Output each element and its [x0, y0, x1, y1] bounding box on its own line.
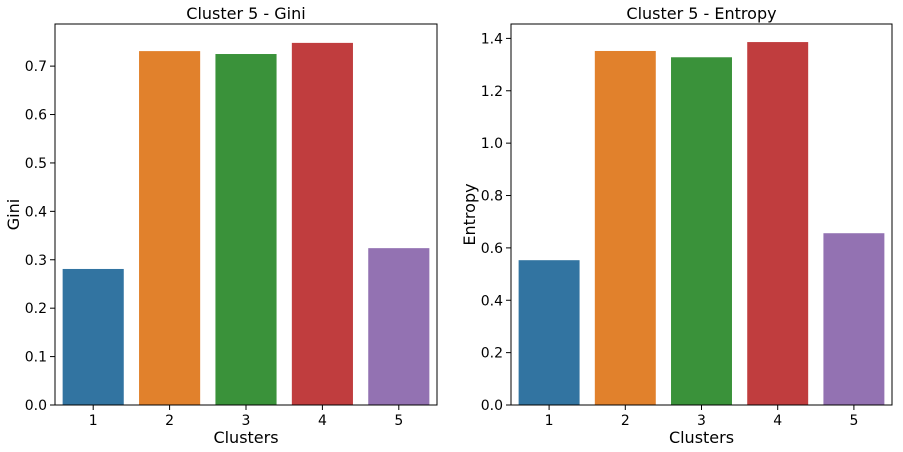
entropy-ytick-label: 0.6 — [481, 241, 503, 257]
gini-bar-4 — [291, 42, 353, 405]
gini-bar-3 — [215, 54, 277, 406]
entropy-xtick-label: 3 — [697, 413, 706, 429]
entropy-ytick-label: 0.8 — [481, 189, 503, 205]
entropy-xtick-label: 4 — [773, 413, 782, 429]
gini-xtick-label: 5 — [394, 413, 403, 429]
gini-chart: 0.0 0.1 0.2 0.3 0.4 0.5 0.6 0.7 1 2 3 4 5 Cluster 5 -… — [4, 4, 438, 447]
gini-ytick-label: 0.3 — [25, 253, 47, 269]
gini-ytick-label: 0.0 — [25, 398, 47, 414]
entropy-ytick-label: 1.0 — [481, 136, 503, 152]
entropy-chart: 0.0 0.2 0.4 0.6 0.8 1.0 1.2 1.4 1 2 3 4 5 Cluster 5 -… — [460, 4, 893, 447]
entropy-y-axis-label: Entropy — [460, 183, 479, 245]
entropy-ytick-label: 0.0 — [481, 398, 503, 414]
gini-xtick-label: 4 — [318, 413, 327, 429]
gini-bar-1 — [62, 268, 124, 405]
gini-bar-2 — [139, 51, 201, 406]
gini-ytick-label: 0.4 — [25, 204, 47, 220]
gini-ytick-label: 0.7 — [25, 59, 47, 75]
entropy-x-axis-label: Clusters — [669, 428, 734, 447]
entropy-ytick-label: 1.2 — [481, 84, 503, 100]
gini-ytick-label: 0.5 — [25, 156, 47, 172]
entropy-chart-title: Cluster 5 - Entropy — [626, 4, 776, 23]
entropy-bar-4 — [747, 42, 809, 405]
gini-xtick-label: 2 — [165, 413, 174, 429]
entropy-bar-1 — [518, 260, 580, 405]
gini-ytick-label: 0.1 — [25, 350, 47, 366]
entropy-xtick-label: 1 — [545, 413, 554, 429]
entropy-xtick-label: 5 — [849, 413, 858, 429]
gini-xtick-label: 1 — [89, 413, 98, 429]
gini-xtick-label: 3 — [242, 413, 251, 429]
gini-chart-title: Cluster 5 - Gini — [186, 4, 305, 23]
entropy-ytick-label: 0.2 — [481, 346, 503, 362]
entropy-bar-5 — [823, 233, 885, 405]
entropy-xtick-label: 2 — [621, 413, 630, 429]
gini-bar-5 — [368, 248, 430, 405]
entropy-bar-2 — [594, 50, 656, 405]
entropy-bar-3 — [671, 57, 732, 405]
gini-x-axis-label: Clusters — [213, 428, 278, 447]
gini-ytick-label: 0.2 — [25, 301, 47, 317]
entropy-ytick-label: 1.4 — [481, 31, 503, 47]
gini-ytick-label: 0.6 — [25, 108, 47, 124]
entropy-ytick-label: 0.4 — [481, 293, 503, 309]
gini-y-axis-label: Gini — [4, 199, 23, 230]
